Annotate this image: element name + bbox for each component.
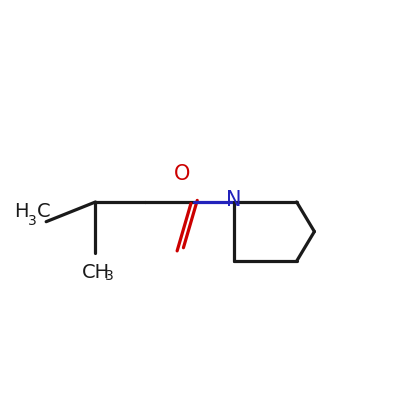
Text: CH: CH [82, 263, 110, 282]
Text: 3: 3 [28, 214, 37, 228]
Text: H: H [14, 202, 28, 221]
Text: N: N [226, 190, 241, 210]
Text: C: C [37, 202, 51, 221]
Text: O: O [174, 164, 190, 184]
Text: 3: 3 [104, 269, 113, 283]
